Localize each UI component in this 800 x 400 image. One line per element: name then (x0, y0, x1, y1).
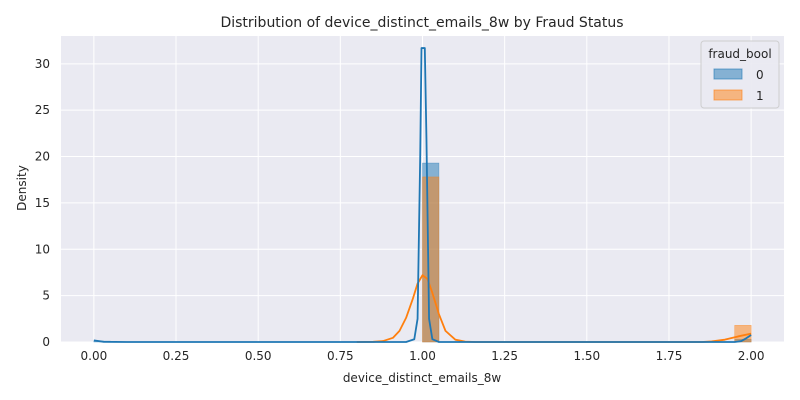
y-tick-label: 15 (35, 196, 50, 210)
x-tick-label: 1.00 (409, 349, 436, 363)
x-axis-label: device_distinct_emails_8w (343, 371, 502, 385)
y-tick-label: 10 (35, 242, 50, 256)
y-tick-label: 0 (42, 335, 50, 349)
x-tick-labels: 0.00 0.25 0.50 0.75 1.00 1.25 1.50 1.75 2.00 (81, 349, 765, 363)
y-tick-label: 25 (35, 103, 50, 117)
kde-curves (93, 47, 752, 343)
legend-swatch-0 (713, 68, 743, 80)
kde-line-0 (93, 47, 752, 343)
x-tick-label: 0.75 (327, 349, 354, 363)
x-tick-label: 0.00 (81, 349, 108, 363)
legend-swatch-1 (713, 89, 743, 101)
legend: fraud_bool 0 1 (700, 40, 780, 109)
legend-title: fraud_bool (708, 47, 771, 61)
x-tick-label: 0.50 (245, 349, 272, 363)
y-tick-label: 5 (42, 289, 50, 303)
y-tick-labels: 0 5 10 15 20 25 30 (35, 57, 50, 349)
chart-title: Distribution of device_distinct_emails_8… (220, 15, 623, 31)
legend-label-1: 1 (756, 89, 764, 103)
x-tick-label: 2.00 (738, 349, 765, 363)
y-tick-label: 20 (35, 150, 50, 164)
x-tick-label: 1.25 (491, 349, 518, 363)
hist-bar-1 (422, 176, 440, 343)
x-tick-label: 0.25 (163, 349, 190, 363)
y-tick-label: 30 (35, 57, 50, 71)
x-tick-label: 1.75 (656, 349, 683, 363)
y-axis-label: Density (15, 165, 29, 211)
x-tick-label: 1.50 (573, 349, 600, 363)
legend-label-0: 0 (756, 68, 764, 82)
